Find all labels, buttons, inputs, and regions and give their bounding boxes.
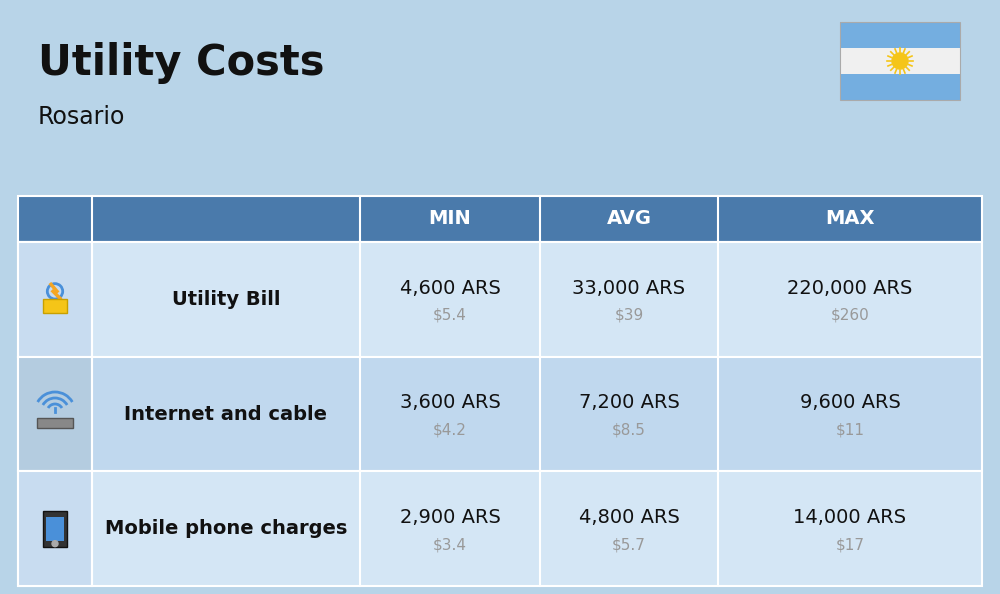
Circle shape [52, 541, 58, 546]
Text: 14,000 ARS: 14,000 ARS [793, 508, 907, 527]
Bar [18, 356, 982, 471]
Bar [18, 196, 982, 242]
Bar [46, 517, 64, 541]
Bar [18, 356, 92, 471]
Bar [18, 242, 92, 356]
Text: 4,800 ARS: 4,800 ARS [579, 508, 679, 527]
Text: $4.2: $4.2 [433, 422, 467, 438]
Text: AVG: AVG [606, 210, 652, 229]
Bar [840, 22, 960, 48]
Bar [840, 74, 960, 100]
Text: 7,200 ARS: 7,200 ARS [579, 393, 679, 412]
Text: 220,000 ARS: 220,000 ARS [787, 279, 913, 298]
Bar [18, 471, 982, 586]
Text: 33,000 ARS: 33,000 ARS [572, 279, 686, 298]
Text: Rosario: Rosario [38, 105, 125, 129]
Text: MIN: MIN [429, 210, 471, 229]
Text: MAX: MAX [825, 210, 875, 229]
Bar [43, 511, 67, 546]
Bar [43, 299, 67, 313]
Bar [37, 418, 73, 428]
Bar [840, 48, 960, 74]
Text: Utility Costs: Utility Costs [38, 42, 324, 84]
Text: 9,600 ARS: 9,600 ARS [800, 393, 900, 412]
Bar [18, 242, 982, 356]
Text: $8.5: $8.5 [612, 422, 646, 438]
Text: $260: $260 [831, 308, 869, 323]
Text: 4,600 ARS: 4,600 ARS [400, 279, 500, 298]
Text: Internet and cable: Internet and cable [124, 405, 328, 424]
Text: $17: $17 [836, 537, 864, 552]
Text: Utility Bill: Utility Bill [172, 290, 280, 309]
Text: $5.4: $5.4 [433, 308, 467, 323]
Text: Mobile phone charges: Mobile phone charges [105, 519, 347, 538]
Text: 3,600 ARS: 3,600 ARS [400, 393, 500, 412]
Text: $5.7: $5.7 [612, 537, 646, 552]
Bar [840, 22, 960, 100]
Text: $3.4: $3.4 [433, 537, 467, 552]
Circle shape [892, 53, 908, 69]
Text: 2,900 ARS: 2,900 ARS [400, 508, 500, 527]
Bar [18, 471, 92, 586]
Text: $11: $11 [836, 422, 864, 438]
Text: $39: $39 [614, 308, 644, 323]
